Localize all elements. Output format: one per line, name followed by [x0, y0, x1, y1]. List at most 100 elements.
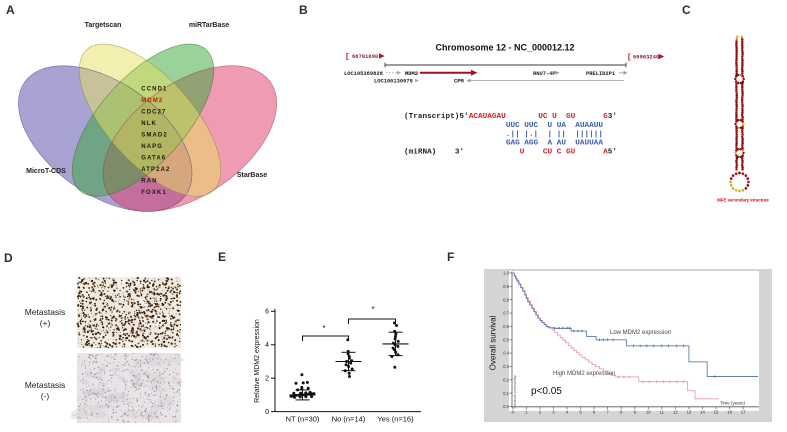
- svg-text:High MDM2 expression: High MDM2 expression: [553, 371, 615, 377]
- svg-text:14: 14: [700, 410, 705, 415]
- svg-text:FOXK1: FOXK1: [141, 190, 167, 196]
- svg-text:Time (years): Time (years): [720, 401, 746, 406]
- svg-text:1.0: 1.0: [503, 271, 509, 276]
- svg-text:||: ||: [557, 131, 566, 139]
- svg-text:miRTarBase: miRTarBase: [189, 22, 229, 29]
- svg-text:CPM: CPM: [454, 79, 464, 85]
- svg-text:3': 3': [608, 113, 617, 121]
- svg-text:A: A: [603, 149, 608, 157]
- svg-text:9: 9: [634, 410, 637, 415]
- svg-text:A: A: [548, 140, 553, 148]
- svg-text:NAPG: NAPG: [141, 144, 163, 150]
- svg-text:LOC100130075: LOC100130075: [374, 79, 413, 85]
- svg-text:CDC27: CDC27: [141, 110, 166, 116]
- svg-text:GAG AGG: GAG AGG: [506, 140, 539, 148]
- svg-text:(Transcript)5': (Transcript)5': [404, 113, 469, 121]
- svg-text:F: F: [447, 250, 454, 264]
- svg-text:0: 0: [512, 410, 515, 415]
- svg-text:Metastasis: Metastasis: [25, 307, 66, 317]
- svg-text:U: U: [552, 113, 557, 121]
- svg-text:CCND1: CCND1: [141, 87, 167, 93]
- svg-text:0: 0: [265, 409, 269, 416]
- svg-text:3: 3: [552, 410, 555, 415]
- svg-text:B: B: [299, 3, 308, 17]
- svg-text:Yes (n=16): Yes (n=16): [377, 415, 414, 424]
- svg-text:68701690: 68701690: [352, 54, 378, 60]
- svg-text:17: 17: [741, 410, 746, 415]
- svg-text:6: 6: [593, 410, 596, 415]
- svg-text:68963240: 68963240: [633, 55, 659, 61]
- svg-text:.|| |.|: .|| |.|: [506, 131, 538, 139]
- svg-text:NLK: NLK: [141, 121, 157, 127]
- svg-text:0.9: 0.9: [503, 284, 509, 289]
- svg-text:NT (n=30): NT (n=30): [286, 415, 320, 424]
- svg-text:G: G: [603, 113, 608, 121]
- svg-text:0.1: 0.1: [503, 391, 509, 396]
- svg-text:15: 15: [714, 410, 719, 415]
- svg-text:|: |: [548, 131, 553, 139]
- svg-text:UA: UA: [557, 122, 567, 130]
- svg-text:CU: CU: [543, 149, 553, 157]
- svg-text:(miRNA): (miRNA): [404, 149, 436, 157]
- svg-text:ACAUAGAU: ACAUAGAU: [469, 113, 506, 121]
- svg-text:UAUUAA: UAUUAA: [575, 140, 603, 148]
- svg-text:A: A: [6, 3, 15, 17]
- svg-text:E: E: [218, 250, 226, 264]
- svg-text:Survival probability: Survival probability: [512, 375, 517, 409]
- svg-text:GU: GU: [566, 113, 576, 121]
- svg-text:0.8: 0.8: [503, 297, 509, 302]
- svg-text:StarBase: StarBase: [237, 172, 267, 179]
- svg-text:0.2: 0.2: [503, 377, 509, 382]
- svg-text:No (n=14): No (n=14): [332, 415, 366, 424]
- svg-text:ATP2A2: ATP2A2: [141, 167, 170, 173]
- svg-text:MDM2: MDM2: [141, 98, 163, 104]
- svg-text:Chromosome 12 - NC_000012.12: Chromosome 12 - NC_000012.12: [435, 43, 574, 53]
- svg-text:5: 5: [579, 410, 582, 415]
- svg-text:0.0: 0.0: [503, 404, 509, 409]
- svg-text:Overall survival: Overall survival: [489, 315, 498, 370]
- svg-text:0.7: 0.7: [503, 311, 509, 316]
- svg-text:Metastasis: Metastasis: [25, 380, 66, 390]
- svg-text:Low MDM2 expression: Low MDM2 expression: [610, 330, 671, 336]
- svg-text:U: U: [548, 122, 553, 130]
- svg-text:5': 5': [608, 149, 617, 157]
- svg-text:0.4: 0.4: [503, 351, 509, 356]
- svg-text:4: 4: [265, 342, 269, 349]
- svg-text:10: 10: [646, 410, 651, 415]
- svg-text:C: C: [682, 3, 691, 17]
- svg-text:16: 16: [727, 410, 732, 415]
- svg-text:AUAAUU: AUAAUU: [575, 122, 603, 130]
- svg-text:0.6: 0.6: [503, 324, 509, 329]
- svg-text:GU: GU: [566, 149, 576, 157]
- svg-text:13: 13: [687, 410, 692, 415]
- svg-text:MDM2: MDM2: [405, 71, 418, 77]
- svg-text:8: 8: [620, 410, 623, 415]
- svg-text:0.3: 0.3: [503, 364, 509, 369]
- svg-text:*: *: [322, 324, 325, 333]
- svg-text:p<0.05: p<0.05: [531, 386, 562, 397]
- svg-text:*: *: [371, 305, 374, 314]
- svg-text:[: [: [345, 54, 350, 62]
- svg-text:UUC UUC: UUC UUC: [506, 122, 539, 130]
- svg-text:2: 2: [539, 410, 542, 415]
- svg-text:Targetscan: Targetscan: [85, 22, 122, 29]
- svg-text:LOC105369828: LOC105369828: [344, 71, 383, 77]
- svg-text:(-): (-): [41, 391, 50, 401]
- svg-text:PRELID2P1: PRELID2P1: [586, 71, 615, 77]
- svg-text:11: 11: [660, 410, 665, 415]
- svg-text:SMAD2: SMAD2: [141, 133, 168, 139]
- svg-text:RAN: RAN: [141, 179, 157, 185]
- svg-text:GATA6: GATA6: [141, 156, 166, 162]
- svg-text:[: [: [627, 54, 632, 62]
- svg-text:6: 6: [265, 309, 269, 316]
- svg-text:U: U: [520, 149, 525, 157]
- svg-text:C: C: [557, 149, 562, 157]
- svg-text:12: 12: [673, 410, 678, 415]
- svg-text:4: 4: [566, 410, 569, 415]
- svg-text:3': 3': [455, 149, 464, 157]
- svg-text:(+): (+): [40, 318, 51, 328]
- svg-text:7: 7: [606, 410, 609, 415]
- svg-text:MFE secondary structure: MFE secondary structure: [717, 198, 769, 203]
- svg-text:Relative MDM2 expression: Relative MDM2 expression: [254, 319, 261, 403]
- svg-text:MicroT-CDS: MicroT-CDS: [26, 168, 66, 175]
